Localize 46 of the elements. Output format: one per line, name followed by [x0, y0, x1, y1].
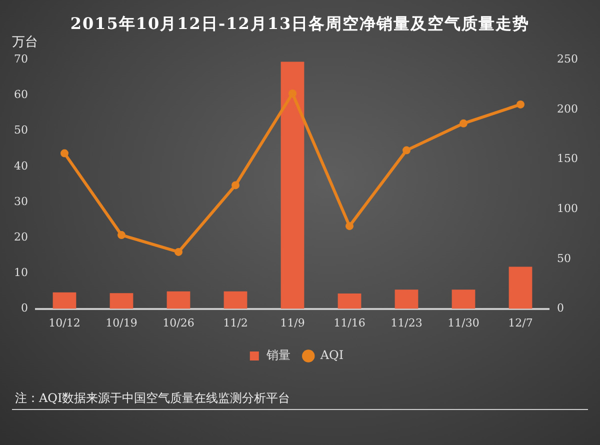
x-tick-label: 11/16 — [334, 316, 366, 330]
bar — [452, 290, 476, 309]
point — [402, 146, 411, 154]
point — [174, 248, 182, 256]
y2-tick-label: 250 — [557, 52, 578, 66]
legend-label: 销量 — [265, 348, 290, 362]
bar — [52, 292, 76, 309]
point — [118, 231, 126, 240]
point — [288, 89, 296, 98]
bar — [166, 291, 190, 309]
bar — [508, 266, 532, 309]
x-tick-label: 10/19 — [106, 316, 138, 330]
y-tick-label: 40 — [14, 159, 28, 172]
text: 注：AQI数据来源于中国空气质量在线监测分析平台 — [15, 390, 290, 407]
x-tick-label: 10/26 — [162, 316, 194, 330]
point — [60, 149, 68, 158]
point — [516, 100, 525, 108]
bar — [280, 62, 304, 309]
y-tick-label: 0 — [20, 302, 28, 315]
y2-tick-label: 200 — [557, 102, 578, 116]
y-tick-label: 10 — [14, 266, 28, 280]
y2-tick-label: 100 — [557, 202, 578, 215]
x-tick-label: 11/30 — [448, 316, 480, 330]
y-tick-label: 20 — [14, 230, 28, 244]
x-tick-label: 10/12 — [48, 316, 80, 330]
legend-label: AQI — [319, 348, 344, 362]
x-tick-label: 11/23 — [390, 316, 422, 330]
x-tick-label: 11/9 — [280, 316, 305, 330]
y-tick-label: 60 — [14, 88, 28, 102]
x-tick-label: 12/7 — [508, 316, 533, 330]
y-tick-label: 30 — [14, 194, 28, 208]
chart-title: 2015年10月12日-12月13日各周空净销量及空气质量走势 — [69, 14, 531, 35]
y-tick-label: 70 — [14, 52, 28, 66]
y2-tick-label: 150 — [557, 152, 578, 166]
y2-tick-label: 50 — [557, 252, 572, 265]
y2-tick-label: 0 — [557, 302, 564, 315]
point — [232, 181, 240, 190]
bar — [110, 293, 134, 309]
x-tick-label: 11/2 — [223, 316, 248, 330]
bar — [338, 293, 362, 309]
point — [346, 222, 354, 230]
y-tick-label: 50 — [14, 124, 28, 137]
bar — [394, 290, 418, 309]
y-axis-title: 万台 — [12, 34, 38, 51]
point — [460, 119, 468, 128]
bar — [224, 291, 248, 309]
